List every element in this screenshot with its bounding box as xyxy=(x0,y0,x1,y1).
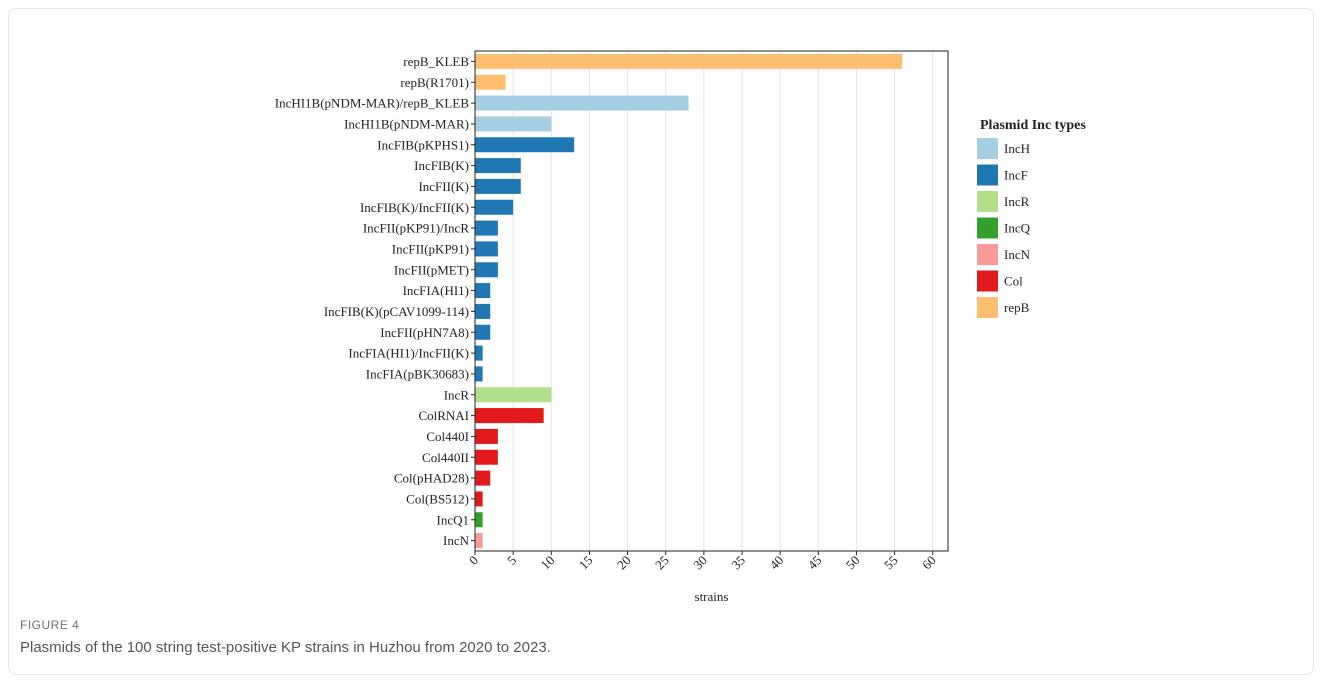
x-tick-label: 15 xyxy=(576,553,596,573)
x-tick-label: 35 xyxy=(728,553,748,573)
y-tick-label: Col(BS512) xyxy=(406,491,469,506)
legend-title: Plasmid Inc types xyxy=(980,118,1086,133)
y-tick-label: Col(pHAD28) xyxy=(394,471,469,486)
bar xyxy=(475,387,552,403)
y-tick-label: IncFIA(HI1)/IncFII(K) xyxy=(348,346,469,361)
x-tick-label: 0 xyxy=(466,553,481,568)
x-tick-label: 40 xyxy=(766,553,786,573)
bar xyxy=(475,116,552,132)
y-tick-label: Col440II xyxy=(422,450,469,465)
legend-label: repB xyxy=(1004,300,1030,315)
bar xyxy=(475,241,498,257)
x-axis-title: strains xyxy=(695,589,729,604)
bar xyxy=(475,366,483,382)
legend-label: IncF xyxy=(1004,168,1028,183)
x-tick-label: 45 xyxy=(805,553,825,573)
bar xyxy=(475,95,689,111)
y-tick-label: IncFIB(K)(pCAV1099-114) xyxy=(324,304,469,319)
y-tick-label: IncR xyxy=(444,387,470,402)
legend-swatch xyxy=(977,270,998,292)
legend-swatch xyxy=(977,217,998,239)
bar xyxy=(475,324,491,340)
x-tick-label: 55 xyxy=(881,553,901,573)
y-tick-label: IncFII(pKP91)/IncR xyxy=(363,221,469,236)
legend-swatch xyxy=(977,297,998,318)
y-tick-label: repB_KLEB xyxy=(403,54,469,69)
y-tick-label: IncFII(K) xyxy=(418,179,469,194)
bar xyxy=(475,220,498,236)
y-tick-labels: repB_KLEB repB(R1701) IncHI1B(pNDM-MAR)/re… xyxy=(275,54,475,548)
x-tick-label: 30 xyxy=(690,553,710,573)
y-tick-label: IncFIB(K) xyxy=(414,158,469,173)
y-tick-label: IncFIB(K)/IncFII(K) xyxy=(360,200,469,215)
bar xyxy=(475,199,514,215)
y-tick-label: repB(R1701) xyxy=(400,75,469,90)
figure-label: FIGURE 4 xyxy=(20,618,80,632)
y-tick-label: IncFII(pMET) xyxy=(394,262,469,277)
legend-label: Col xyxy=(1004,274,1023,289)
y-tick-label: IncFIA(pBK30683) xyxy=(366,366,469,381)
bar xyxy=(475,470,491,486)
legend-label: IncR xyxy=(1004,194,1030,209)
y-tick-label: IncFIA(HI1) xyxy=(403,283,469,298)
x-tick-label: 25 xyxy=(652,553,672,573)
legend-label: IncH xyxy=(1004,141,1030,156)
figure-caption: Plasmids of the 100 string test-positive… xyxy=(20,639,551,656)
figure-frame xyxy=(8,8,1314,675)
bar xyxy=(475,137,575,153)
legend-swatch xyxy=(977,138,998,159)
legend-label: IncN xyxy=(1004,247,1031,262)
chart: repB_KLEB repB(R1701) IncHI1B(pNDM-MAR)/re… xyxy=(275,50,1086,604)
x-tick-labels: 0 5 10 15 20 25 30 35 40 45 50 55 60 xyxy=(466,551,939,572)
bar xyxy=(475,533,483,549)
bar xyxy=(475,158,521,174)
bars xyxy=(475,53,903,549)
bar xyxy=(475,178,521,194)
legend-swatch xyxy=(977,164,998,186)
x-tick-label: 60 xyxy=(919,553,939,573)
grid-lines xyxy=(474,51,934,551)
x-tick-label: 5 xyxy=(504,553,519,568)
y-tick-label: IncQ1 xyxy=(437,512,470,527)
y-tick-label: IncFII(pKP91) xyxy=(392,241,469,256)
y-tick-label: IncN xyxy=(443,533,470,548)
legend-swatch xyxy=(977,244,998,265)
y-tick-label: IncHI1B(pNDM-MAR)/repB_KLEB xyxy=(275,96,470,111)
bar xyxy=(475,345,483,361)
bar xyxy=(475,428,498,444)
bar xyxy=(475,491,483,507)
bar xyxy=(475,512,483,528)
legend-swatch xyxy=(977,191,998,212)
x-tick-label: 50 xyxy=(843,553,863,573)
x-tick-label: 10 xyxy=(538,553,558,573)
legend: Plasmid Inc types IncH IncF IncR IncQ IncN Co… xyxy=(977,118,1086,318)
y-tick-label: IncFIB(pKPHS1) xyxy=(377,137,469,152)
y-tick-label: IncHI1B(pNDM-MAR) xyxy=(344,116,469,131)
x-tick-label: 20 xyxy=(614,553,634,573)
bar xyxy=(475,408,544,424)
y-tick-label: Col440I xyxy=(426,429,469,444)
bar xyxy=(475,53,903,69)
bar xyxy=(475,449,498,465)
legend-label: IncQ xyxy=(1004,221,1031,236)
bar xyxy=(475,303,491,319)
bar xyxy=(475,74,506,90)
bar xyxy=(475,262,498,278)
y-tick-label: ColRNAI xyxy=(418,408,469,423)
y-tick-label: IncFII(pHN7A8) xyxy=(380,325,469,340)
plot-frame xyxy=(474,50,949,552)
bar xyxy=(475,283,491,299)
